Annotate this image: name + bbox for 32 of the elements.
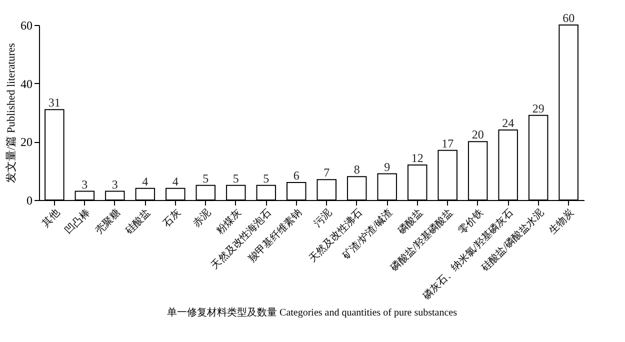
y-axis-title: 发文量/篇 Published literatures (4, 43, 18, 183)
x-tick-label: 石灰 (161, 208, 184, 230)
x-axis-title: 单一修复材料类型及数量 Categories and quantities of pure substances (167, 306, 458, 318)
data-label: 4 (172, 174, 178, 188)
data-label: 12 (411, 151, 424, 165)
data-label: 5 (263, 171, 270, 186)
data-label: 3 (112, 177, 118, 192)
y-tick-label: 40 (20, 76, 32, 91)
data-label: 5 (202, 171, 209, 186)
x-tick-label: 凹凸棒 (62, 206, 92, 236)
data-label: 6 (293, 168, 300, 182)
data-label: 24 (502, 116, 514, 130)
data-label: 7 (324, 166, 330, 180)
y-tick-label: 60 (20, 18, 32, 32)
data-label: 17 (442, 136, 454, 150)
x-tick-label: 污泥 (312, 206, 334, 230)
x-tick-label: 生物炭 (546, 206, 576, 236)
x-tick-label: 其他 (40, 206, 62, 230)
x-tick-label: 赤泥 (190, 206, 214, 230)
data-label: 31 (48, 96, 60, 110)
data-label: 8 (354, 162, 360, 177)
data-label: 3 (82, 177, 88, 192)
data-label: 20 (472, 128, 484, 142)
data-label: 29 (532, 101, 544, 116)
data-label: 9 (384, 160, 390, 174)
x-tick-label: 硅酸盐 (122, 206, 153, 238)
data-label: 4 (142, 174, 148, 188)
data-label: 60 (562, 11, 575, 25)
x-tick-label: 壳聚糖 (92, 206, 123, 236)
y-tick-label: 20 (20, 135, 32, 150)
data-label: 5 (232, 171, 239, 186)
y-tick-label: 0 (26, 194, 32, 208)
